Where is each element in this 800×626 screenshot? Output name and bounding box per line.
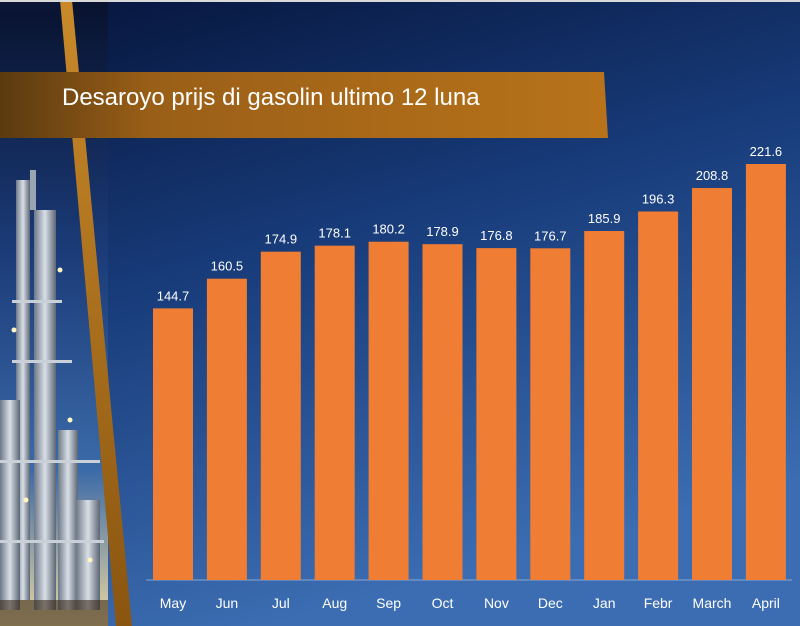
top-border xyxy=(0,0,800,2)
bar-febr xyxy=(638,211,679,581)
bar-jun xyxy=(206,278,247,580)
data-label-dec: 176.7 xyxy=(534,228,567,243)
data-label-oct: 178.9 xyxy=(426,224,459,239)
data-label-march: 208.8 xyxy=(696,168,729,183)
bar-chart: 144.7 May 160.5 Jun 174.9 Jul 178.1 Aug 180.2 Sep… xyxy=(146,144,792,611)
data-label-jun: 160.5 xyxy=(211,259,244,274)
data-label-aug: 178.1 xyxy=(318,226,351,241)
tick-label-oct: Oct xyxy=(432,595,454,611)
decorative-stripe xyxy=(60,0,132,626)
tick-label-sep: Sep xyxy=(376,595,401,611)
data-label-may: 144.7 xyxy=(157,288,190,303)
data-label-jul: 174.9 xyxy=(265,232,298,247)
bar-aug xyxy=(314,245,355,580)
tick-label-april: April xyxy=(752,595,780,611)
bar-jul xyxy=(260,251,301,580)
bar-april xyxy=(745,164,786,580)
tick-label-aug: Aug xyxy=(322,595,347,611)
tick-label-nov: Nov xyxy=(484,595,509,611)
bar-dec xyxy=(530,248,571,580)
bar-march xyxy=(692,188,732,581)
data-label-nov: 176.8 xyxy=(480,228,513,243)
title-band xyxy=(0,72,608,138)
tick-label-jun: Jun xyxy=(216,595,239,611)
bar-nov xyxy=(476,248,517,581)
tick-label-march: March xyxy=(693,595,732,611)
bar-oct xyxy=(422,244,463,580)
data-label-jan: 185.9 xyxy=(588,211,621,226)
tick-label-jul: Jul xyxy=(272,595,290,611)
chart-title: Desaroyo prijs di gasolin ultimo 12 luna xyxy=(62,84,480,111)
tick-label-dec: Dec xyxy=(538,595,563,611)
data-label-sep: 180.2 xyxy=(372,222,405,237)
tick-label-jan: Jan xyxy=(593,595,616,611)
bar-may xyxy=(153,308,193,580)
tick-label-febr: Febr xyxy=(644,595,673,611)
bar-sep xyxy=(368,241,409,580)
bar-jan xyxy=(584,231,625,580)
data-label-april: 221.6 xyxy=(750,144,783,159)
data-label-febr: 196.3 xyxy=(642,191,675,206)
tick-label-may: May xyxy=(160,595,186,611)
